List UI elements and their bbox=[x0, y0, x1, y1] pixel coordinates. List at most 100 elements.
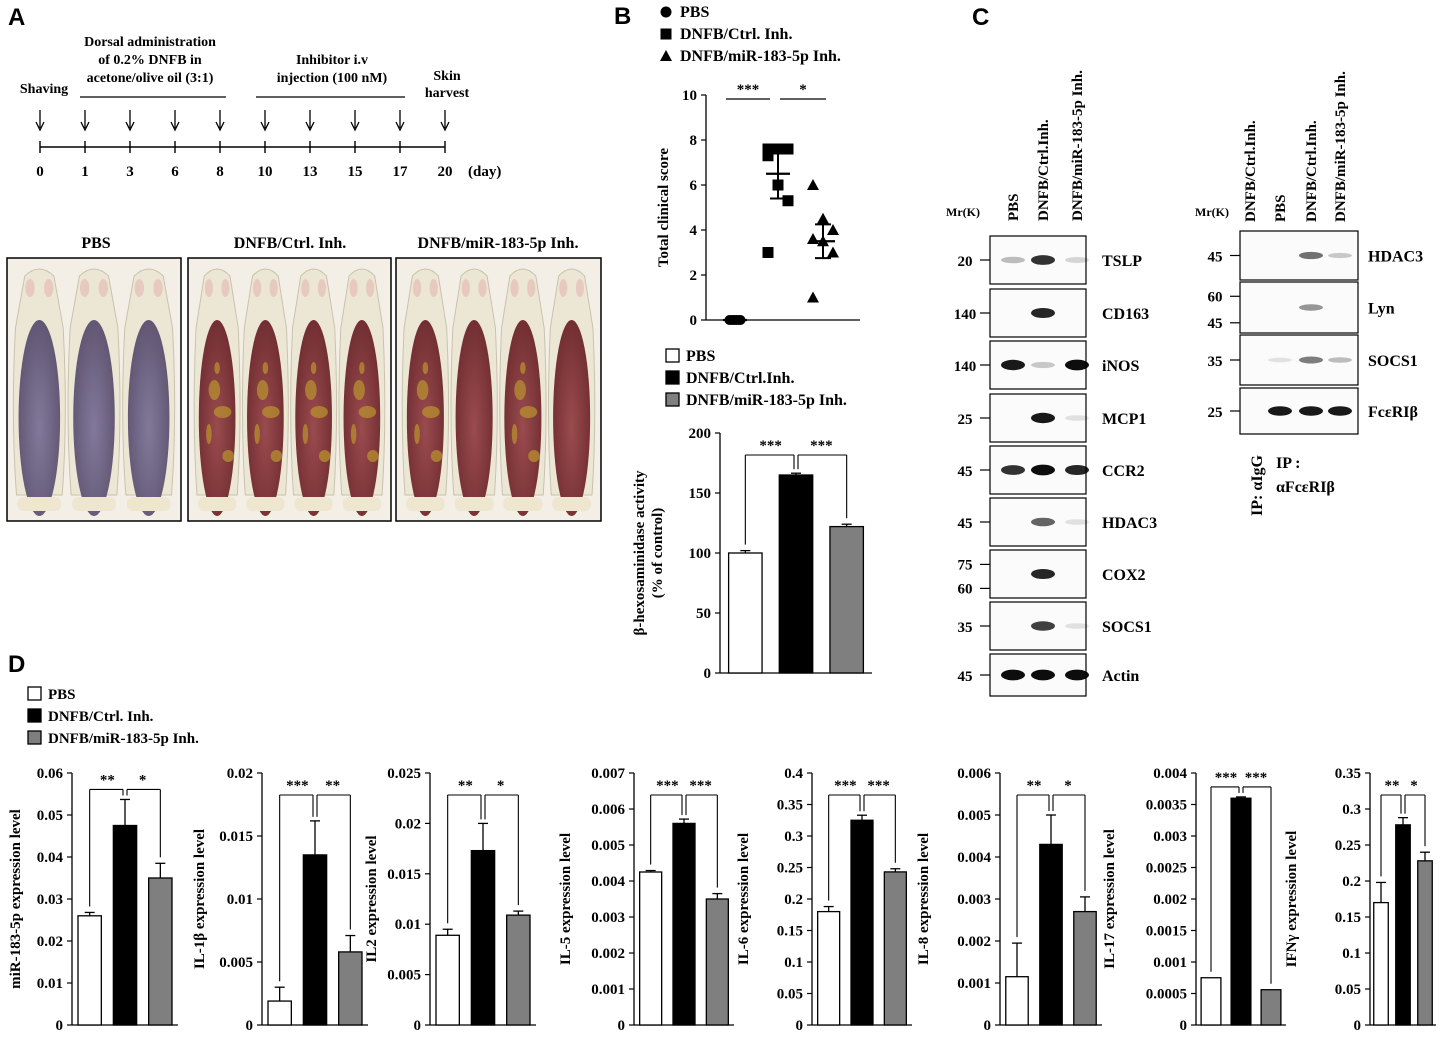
y-axis-label: IL-5 expression level bbox=[558, 833, 574, 965]
mouse-ear bbox=[269, 279, 278, 297]
data-point bbox=[807, 179, 819, 190]
legend-swatch bbox=[665, 392, 680, 407]
lane-label: DNFB/Ctrl.Inh. bbox=[1304, 120, 1320, 222]
blot-band bbox=[1065, 257, 1089, 263]
bar bbox=[672, 822, 696, 1026]
lane-label: DNFB/miR-183-5p Inh. bbox=[1333, 71, 1349, 222]
expression-chart: 0 0.05 0.1 0.15 0.2 0.25 0.3 0.35 0.4 IL-6 expres… bbox=[736, 766, 912, 1034]
y-tick-label: 0 bbox=[704, 666, 712, 682]
mouse-ear bbox=[461, 279, 470, 297]
y-tick-label: 0.003 bbox=[591, 910, 625, 926]
y-tick-label: 0.001 bbox=[957, 976, 991, 992]
y-tick-label: 0.04 bbox=[37, 850, 64, 866]
legend-marker-triangle bbox=[660, 50, 672, 61]
y-tick-label: 0 bbox=[796, 1018, 804, 1034]
expression-chart: 0 0.005 0.01 0.015 0.02 0.025 IL2 expression l… bbox=[364, 766, 536, 1034]
y-tick-label: 0.0005 bbox=[1146, 987, 1187, 1003]
legend-label: PBS bbox=[680, 4, 709, 21]
significance-label: * bbox=[139, 772, 147, 788]
y-tick-label: 0.006 bbox=[957, 766, 991, 782]
y-tick-label: 0.01 bbox=[227, 892, 253, 908]
blot-label: iNOS bbox=[1102, 358, 1139, 375]
y-axis-label: β-hexosaminidase activity bbox=[632, 470, 648, 635]
y-tick-label: 0 bbox=[984, 1018, 992, 1034]
event-dnfb: of 0.2% DNFB in bbox=[98, 53, 202, 68]
lane-label: DNFB/Ctrl.Inh. bbox=[1036, 119, 1052, 221]
significance-label: *** bbox=[286, 778, 309, 794]
blot-band bbox=[1268, 406, 1292, 416]
y-axis-label: (% of control) bbox=[650, 508, 666, 599]
blot-band bbox=[1001, 256, 1025, 264]
skin-crust bbox=[528, 450, 540, 462]
significance-label: ** bbox=[1385, 778, 1400, 794]
y-tick-label: 0.3 bbox=[1342, 802, 1361, 818]
blot-band bbox=[1031, 669, 1055, 681]
significance-label: *** bbox=[1215, 770, 1238, 786]
day-label: 0 bbox=[36, 164, 44, 180]
mouse-lower bbox=[294, 497, 333, 511]
y-axis-label: IL-6 expression level bbox=[736, 833, 752, 965]
shaved-skin bbox=[455, 320, 493, 516]
bar bbox=[1417, 860, 1433, 1026]
bar bbox=[435, 934, 460, 1026]
skin-crust bbox=[318, 450, 331, 462]
mouse-ear bbox=[153, 279, 163, 297]
blot-band bbox=[1031, 361, 1055, 369]
y-tick-label: 0.02 bbox=[395, 816, 421, 832]
significance-label: ** bbox=[100, 772, 115, 788]
event-harvest: harvest bbox=[425, 86, 470, 101]
significance-label: *** bbox=[656, 778, 679, 794]
shaved-skin bbox=[18, 320, 61, 516]
mw-label: 35 bbox=[1208, 354, 1223, 370]
blot-band bbox=[1001, 669, 1025, 681]
y-axis-label: miR-183-5p expression level bbox=[8, 809, 24, 989]
y-tick-label: 0.05 bbox=[777, 987, 803, 1003]
skin-crust bbox=[213, 406, 232, 418]
legend-label: DNFB/Ctrl.Inh. bbox=[686, 370, 794, 387]
y-axis-label: IL-17 expression level bbox=[1102, 829, 1118, 969]
blot-band bbox=[1031, 307, 1055, 319]
y-tick-label: 0.1 bbox=[784, 955, 803, 971]
blot-frame bbox=[1239, 281, 1359, 334]
y-tick-label: 150 bbox=[689, 486, 712, 502]
mw-label: 140 bbox=[954, 359, 977, 375]
significance-label: ** bbox=[1027, 778, 1042, 794]
significance-label: *** bbox=[759, 438, 782, 454]
bar bbox=[1395, 824, 1411, 1026]
legend-label: PBS bbox=[686, 348, 715, 365]
blot-band bbox=[1328, 252, 1352, 259]
y-tick-label: 0.2 bbox=[784, 892, 803, 908]
data-point bbox=[762, 150, 774, 162]
expression-chart: 0 0.01 0.02 0.03 0.04 0.05 0.06 miR-183-5p expr… bbox=[8, 766, 178, 1034]
skin-crust bbox=[302, 424, 309, 444]
mouse-ear bbox=[429, 279, 438, 297]
mouse-ear bbox=[79, 279, 90, 297]
day-label: 6 bbox=[171, 164, 179, 180]
mw-label: 60 bbox=[958, 581, 973, 597]
photo-title: PBS bbox=[81, 235, 110, 252]
y-tick-label: 0.0025 bbox=[1146, 861, 1187, 877]
y-tick-label: 0 bbox=[690, 313, 698, 329]
blot-label: SOCS1 bbox=[1102, 619, 1152, 636]
y-tick-label: 0.25 bbox=[777, 861, 803, 877]
bar bbox=[1005, 976, 1029, 1026]
data-point bbox=[807, 291, 819, 303]
bar bbox=[727, 552, 763, 674]
y-axis-label: IFNγ expression level bbox=[1284, 831, 1300, 968]
event-inhibitor: Inhibitor i.v bbox=[296, 53, 368, 68]
panel-d: D PBS DNFB/Ctrl. Inh. DNFB/miR-183-5p Inh. 0… bbox=[8, 651, 1436, 1034]
shaved-skin bbox=[198, 320, 236, 516]
y-tick-label: 0.005 bbox=[591, 838, 625, 854]
significance-label: * bbox=[1064, 778, 1072, 794]
mouse-lower bbox=[17, 497, 62, 511]
legend-label: PBS bbox=[48, 687, 76, 703]
shaved-skin bbox=[295, 320, 332, 516]
y-tick-label: 0 bbox=[618, 1018, 626, 1034]
day-arrowhead bbox=[215, 121, 225, 132]
blot-label: CD163 bbox=[1102, 306, 1149, 323]
mouse-ear bbox=[317, 279, 327, 297]
significance-label: *** bbox=[834, 778, 857, 794]
expression-chart: 0 0.001 0.002 0.003 0.004 0.005 0.006 IL-8 expr… bbox=[916, 766, 1102, 1034]
bar bbox=[1039, 843, 1063, 1026]
skin-crust bbox=[430, 450, 443, 462]
